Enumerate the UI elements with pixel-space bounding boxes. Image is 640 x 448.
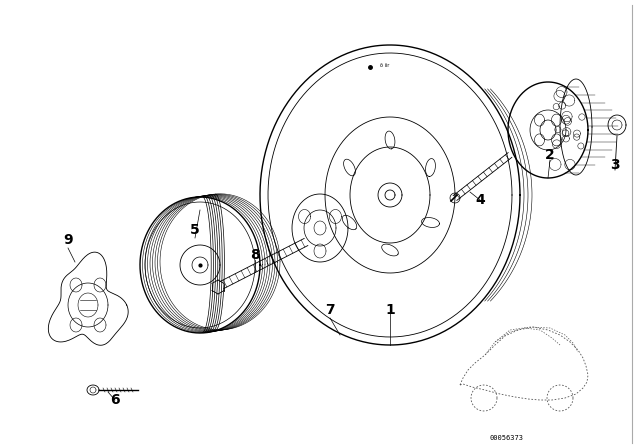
Text: 8: 8 — [250, 248, 260, 262]
Text: 7: 7 — [325, 303, 335, 317]
Text: 2: 2 — [545, 148, 555, 162]
Text: 00056373: 00056373 — [490, 435, 524, 441]
Text: 6: 6 — [110, 393, 120, 407]
Text: 4: 4 — [475, 193, 485, 207]
Text: õ iir: õ iir — [380, 63, 389, 68]
Text: 5: 5 — [190, 223, 200, 237]
Text: 9: 9 — [63, 233, 73, 247]
Text: 1: 1 — [385, 303, 395, 317]
Text: 3: 3 — [610, 158, 620, 172]
